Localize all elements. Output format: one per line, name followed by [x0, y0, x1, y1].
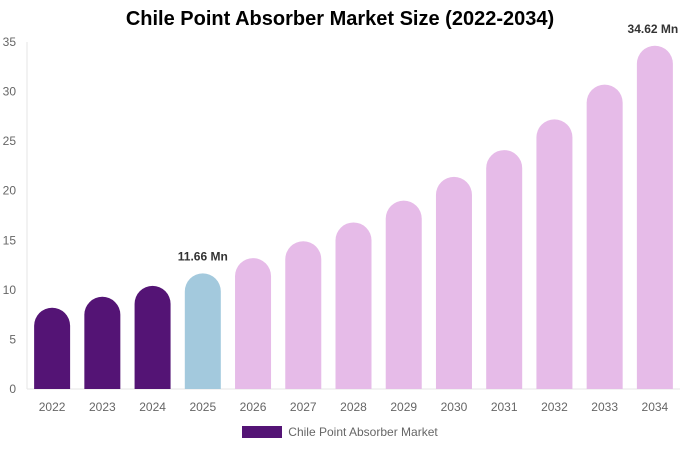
x-tick-label: 2028	[340, 400, 367, 414]
bar-2030	[435, 176, 472, 389]
bar-2027	[285, 241, 322, 389]
data-label: 11.66 Mn	[178, 249, 228, 263]
bar-2025	[184, 273, 221, 389]
x-tick-label: 2022	[39, 400, 66, 414]
bar-2026	[235, 258, 272, 389]
legend-label: Chile Point Absorber Market	[288, 425, 438, 439]
bar-2024	[134, 285, 171, 389]
chart-title: Chile Point Absorber Market Size (2022-2…	[125, 8, 555, 30]
x-tick-label: 2031	[491, 400, 518, 414]
bar-2032	[536, 119, 573, 390]
x-tick-label: 2024	[139, 400, 166, 414]
legend: Chile Point Absorber Market	[0, 425, 680, 439]
x-tick-label: 2033	[591, 400, 618, 414]
bar-2033	[586, 84, 623, 389]
x-tick-label: 2026	[240, 400, 267, 414]
bar-2022	[34, 307, 71, 389]
x-tick-label: 2032	[541, 400, 568, 414]
bar-2034	[636, 45, 673, 390]
y-tick-label: 25	[3, 134, 17, 148]
y-tick-label: 30	[3, 85, 17, 99]
bar-2028	[335, 222, 372, 389]
y-tick-label: 5	[9, 332, 16, 346]
bar-2023	[84, 296, 121, 389]
bar-2031	[486, 150, 523, 389]
x-tick-label: 2034	[642, 400, 669, 414]
y-tick-label: 20	[3, 184, 17, 198]
data-label: 34.62 Mn	[628, 22, 679, 36]
x-tick-label: 2023	[89, 400, 116, 414]
x-tick-label: 2029	[390, 400, 417, 414]
y-tick-label: 0	[9, 382, 16, 396]
x-tick-label: 2025	[189, 400, 216, 414]
bar-2029	[385, 200, 422, 389]
legend-swatch	[242, 426, 283, 438]
y-tick-label: 10	[3, 283, 17, 297]
y-tick-label: 15	[3, 233, 17, 247]
y-tick-label: 35	[3, 35, 17, 49]
x-tick-label: 2027	[290, 400, 317, 414]
x-tick-label: 2030	[441, 400, 468, 414]
